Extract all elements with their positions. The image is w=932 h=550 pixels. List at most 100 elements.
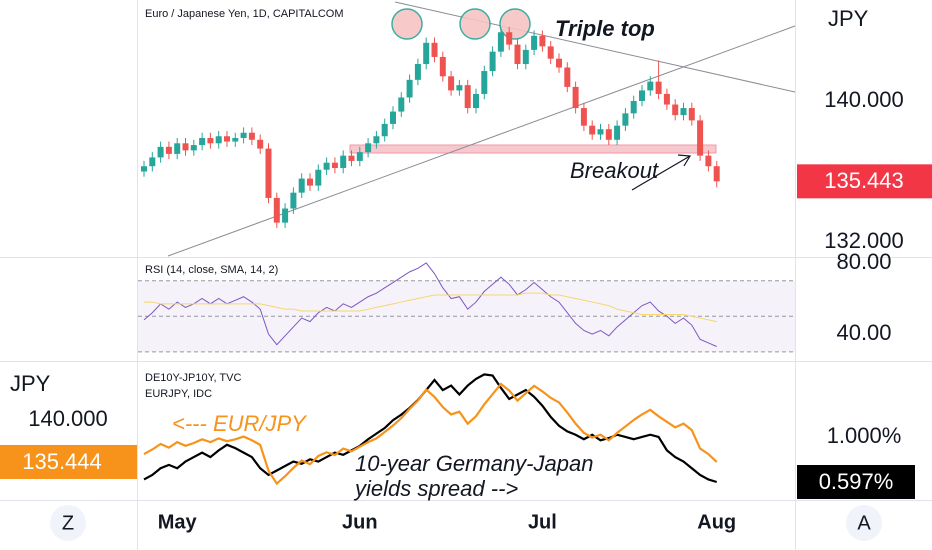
- candle-body: [331, 162, 338, 168]
- candle-body: [414, 63, 421, 80]
- candle-body: [165, 146, 172, 154]
- candle-body: [323, 162, 330, 170]
- candle-body: [307, 178, 313, 186]
- candle-body: [390, 111, 396, 124]
- last-price-box: [797, 164, 932, 199]
- x-tick-label: Jun: [342, 511, 378, 533]
- candle-body: [199, 138, 206, 146]
- y-tick-label: 132.000: [824, 228, 904, 253]
- series-line: [143, 382, 718, 486]
- candle-body: [141, 166, 147, 172]
- y-axis-label: JPY: [10, 371, 51, 396]
- candle-body: [489, 51, 496, 72]
- candle-body: [406, 79, 413, 98]
- candle-body: [647, 81, 654, 91]
- candle-body: [697, 120, 704, 156]
- candle-body: [248, 132, 255, 140]
- candle-body: [655, 81, 662, 94]
- candle-body: [182, 143, 189, 151]
- candle-body: [448, 76, 455, 91]
- candle-body: [265, 148, 272, 198]
- candle-body: [240, 132, 247, 139]
- pane-title: RSI (14, close, SMA, 14, 2): [145, 264, 278, 276]
- candle-body: [431, 42, 438, 57]
- last-value-label: 135.444: [22, 449, 102, 474]
- last-value-label: 0.597%: [819, 469, 894, 494]
- last-value-box: [0, 444, 137, 479]
- candle-body: [680, 108, 687, 116]
- chart-drawings: [167, 1, 796, 257]
- candle-body: [273, 197, 280, 223]
- candle-body: [572, 86, 579, 109]
- x-tick-label: May: [158, 511, 198, 533]
- candle-body: [663, 93, 670, 105]
- candle-body: [556, 58, 562, 68]
- candle-body: [481, 71, 488, 94]
- candle-body: [688, 108, 695, 121]
- candle-body: [514, 44, 521, 64]
- candle-body: [348, 155, 355, 161]
- candle-body: [531, 35, 538, 50]
- x-tick-label: Aug: [697, 511, 736, 533]
- candle-body: [365, 143, 372, 153]
- y-axis-label: JPY: [828, 6, 869, 31]
- candle-body: [497, 32, 504, 52]
- candle-body: [290, 192, 297, 209]
- candle-body: [614, 125, 621, 140]
- candle-body: [639, 90, 645, 102]
- candle-body: [630, 101, 637, 114]
- series-line: [143, 262, 717, 347]
- candle-body: [215, 136, 222, 144]
- button-bg[interactable]: [50, 505, 86, 541]
- candle-body: [174, 143, 181, 154]
- candle-body: [522, 49, 529, 64]
- chart-title: Euro / Japanese Yen, 1D, CAPITALCOM: [145, 8, 344, 20]
- candle-body: [473, 93, 479, 109]
- annotation: <--- EUR/JPY: [172, 411, 307, 436]
- candle-body: [705, 155, 712, 167]
- candle-body: [597, 129, 604, 135]
- candle-body: [340, 155, 347, 168]
- series-line: [143, 373, 718, 484]
- candle-body: [672, 104, 679, 116]
- candle-body: [605, 129, 612, 140]
- candle-body: [356, 152, 363, 161]
- candle-body: [315, 169, 322, 186]
- candle-body: [398, 97, 405, 112]
- annotation: yields spread -->: [353, 476, 518, 501]
- series-line: [144, 292, 717, 323]
- candle-body: [506, 32, 513, 45]
- candle-body: [713, 166, 720, 182]
- x-tick-label: Jul: [528, 511, 557, 533]
- candle-body: [149, 157, 156, 167]
- candle-body: [381, 123, 388, 137]
- candle-body: [564, 67, 571, 87]
- annotation: Triple top: [555, 16, 655, 41]
- last-price-label: 135.443: [824, 168, 904, 193]
- y-tick-label: 40.00: [836, 320, 891, 345]
- candle-body: [207, 138, 214, 144]
- y-tick-label: 140.000: [824, 87, 904, 112]
- candle-body: [190, 145, 197, 151]
- annotation: 10-year Germany-Japan: [355, 451, 593, 476]
- candle-body: [589, 125, 596, 135]
- last-value-box: [797, 465, 915, 500]
- legend-entry: EURJPY, IDC: [145, 388, 212, 400]
- bottom-buttons: Z A: [50, 505, 882, 541]
- candle-body: [257, 139, 264, 149]
- button-bg[interactable]: [846, 505, 882, 541]
- candle-body: [423, 42, 430, 64]
- y-tick-label: 140.000: [28, 406, 108, 431]
- candle-body: [439, 56, 446, 77]
- scale-button[interactable]: Z: [62, 512, 74, 534]
- candle-body: [622, 113, 629, 126]
- candle-body: [373, 136, 380, 144]
- auto-button[interactable]: A: [857, 512, 871, 534]
- candle-body: [539, 35, 546, 47]
- candle-body: [547, 46, 554, 59]
- y-tick-label: 80.00: [836, 249, 891, 274]
- candle-body: [580, 108, 587, 126]
- annotation: Breakout: [570, 158, 659, 183]
